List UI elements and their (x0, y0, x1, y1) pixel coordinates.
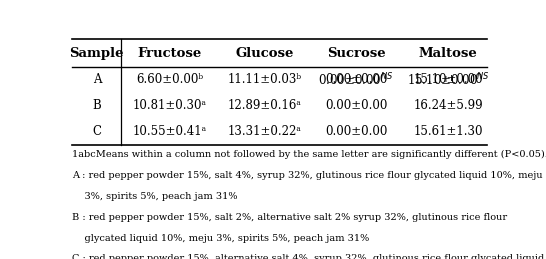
Text: glycated liquid 10%, meju 3%, spirits 5%, peach jam 31%: glycated liquid 10%, meju 3%, spirits 5%… (73, 234, 370, 242)
Text: C : red pepper powder 15%, alternative salt 4%, syrup 32%, glutinous rice flour : C : red pepper powder 15%, alternative s… (73, 254, 545, 259)
Text: 15.10±0.00: 15.10±0.00 (413, 74, 483, 87)
Text: 1abcMeans within a column not followed by the same letter are significantly diff: 1abcMeans within a column not followed b… (73, 150, 546, 159)
Text: 11.11±0.03ᵇ: 11.11±0.03ᵇ (228, 74, 302, 87)
Text: Maltose: Maltose (419, 47, 477, 60)
Text: 13.31±0.22ᵃ: 13.31±0.22ᵃ (228, 125, 302, 138)
Text: 15.10±0.00$^{NS}$: 15.10±0.00$^{NS}$ (407, 72, 489, 88)
Text: A: A (93, 74, 101, 87)
Text: 15.61±1.30: 15.61±1.30 (413, 125, 483, 138)
Text: 0.00±0.00: 0.00±0.00 (325, 125, 387, 138)
Text: 3%, spirits 5%, peach jam 31%: 3%, spirits 5%, peach jam 31% (73, 192, 238, 201)
Text: 0.00±0.00$^{NS}$: 0.00±0.00$^{NS}$ (318, 72, 394, 88)
Text: A : red pepper powder 15%, salt 4%, syrup 32%, glutinous rice flour glycated liq: A : red pepper powder 15%, salt 4%, syru… (73, 171, 543, 180)
Text: 0.00±0.00: 0.00±0.00 (325, 74, 387, 87)
Text: B: B (92, 99, 101, 112)
Text: 6.60±0.00ᵇ: 6.60±0.00ᵇ (136, 74, 203, 87)
Text: 12.89±0.16ᵃ: 12.89±0.16ᵃ (228, 99, 302, 112)
Text: 0.00±0.00: 0.00±0.00 (325, 99, 387, 112)
Text: 16.24±5.99: 16.24±5.99 (413, 99, 483, 112)
Text: B : red pepper powder 15%, salt 2%, alternative salt 2% syrup 32%, glutinous ric: B : red pepper powder 15%, salt 2%, alte… (73, 213, 508, 221)
Text: 10.81±0.30ᵃ: 10.81±0.30ᵃ (133, 99, 207, 112)
Text: Sample: Sample (69, 47, 124, 60)
Text: 10.55±0.41ᵃ: 10.55±0.41ᵃ (133, 125, 207, 138)
Text: Sucrose: Sucrose (327, 47, 385, 60)
Text: Fructose: Fructose (138, 47, 202, 60)
Text: C: C (92, 125, 102, 138)
Text: Glucose: Glucose (236, 47, 294, 60)
